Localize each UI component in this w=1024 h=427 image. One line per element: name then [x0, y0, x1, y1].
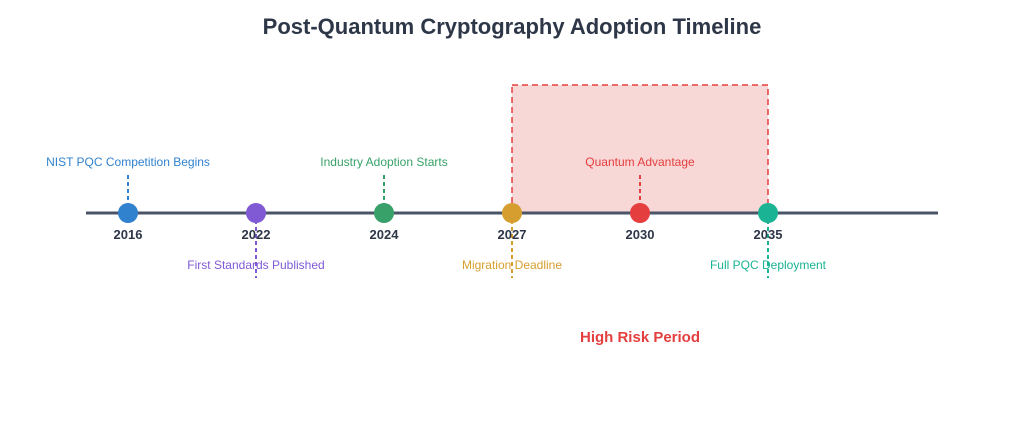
event-label: Migration Deadline: [462, 258, 562, 272]
event-marker: [374, 203, 394, 223]
event-label: NIST PQC Competition Begins: [46, 155, 210, 169]
event-year: 2016: [114, 227, 143, 242]
event-year: 2022: [242, 227, 271, 242]
timeline-event: 2035 Full PQC Deployment: [710, 203, 827, 278]
event-label: Full PQC Deployment: [710, 258, 827, 272]
timeline-event: 2016 NIST PQC Competition Begins: [46, 155, 210, 242]
event-year: 2035: [754, 227, 783, 242]
event-label: First Standards Published: [187, 258, 324, 272]
timeline-event: 2022 First Standards Published: [187, 203, 325, 278]
event-marker: [758, 203, 778, 223]
timeline-event: 2027 Migration Deadline: [462, 203, 562, 278]
event-label: Industry Adoption Starts: [320, 155, 447, 169]
event-marker: [502, 203, 522, 223]
high-risk-period-region: [511, 84, 769, 214]
event-label: Quantum Advantage: [585, 155, 695, 169]
high-risk-period-label: High Risk Period: [580, 329, 700, 346]
event-year: 2024: [370, 227, 400, 242]
event-marker: [630, 203, 650, 223]
page-title: Post-Quantum Cryptography Adoption Timel…: [263, 14, 762, 39]
timeline-events: 2016 NIST PQC Competition Begins 2022 First…: [46, 155, 827, 278]
event-year: 2027: [498, 227, 527, 242]
event-marker: [246, 203, 266, 223]
timeline-event: 2024 Industry Adoption Starts: [320, 155, 447, 242]
event-marker: [118, 203, 138, 223]
event-year: 2030: [626, 227, 655, 242]
timeline-event: 2030 Quantum Advantage: [585, 155, 695, 242]
